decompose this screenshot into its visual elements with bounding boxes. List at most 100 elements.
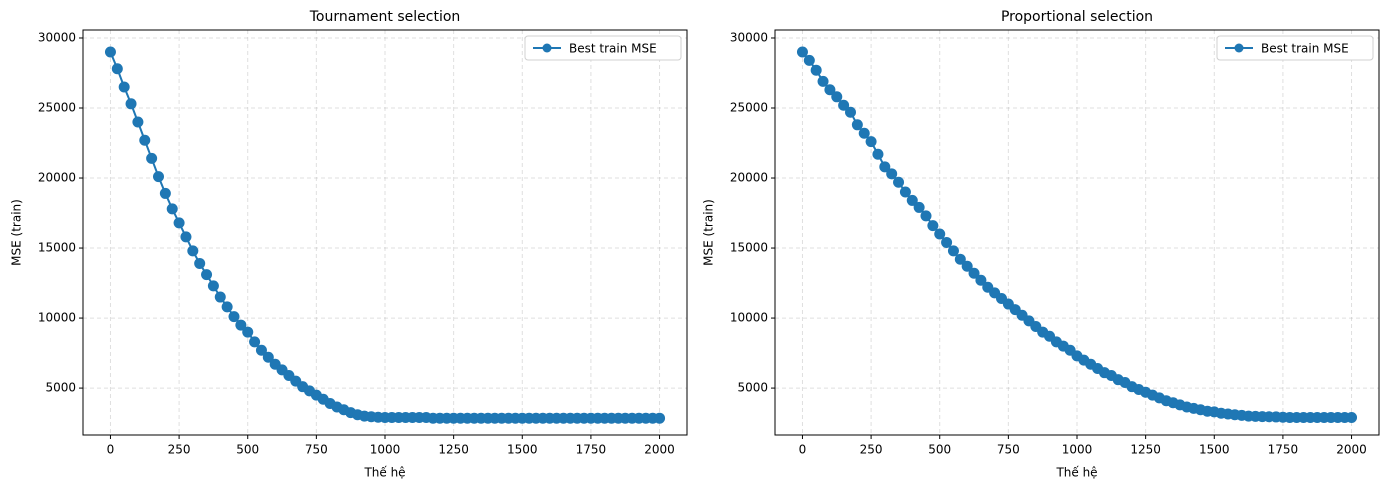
marker	[146, 152, 158, 164]
y-tick-label: 25000	[38, 101, 76, 115]
marker	[242, 326, 254, 338]
y-tick-label: 10000	[38, 311, 76, 325]
plot-frame	[774, 29, 1380, 436]
legend-label: Best train MSE	[1261, 42, 1349, 56]
x-tick-label: 0	[799, 443, 807, 457]
y-tick-label: 30000	[730, 30, 768, 44]
x-tick-label: 500	[928, 443, 951, 457]
marker	[810, 64, 822, 76]
legend-box	[1216, 35, 1374, 61]
x-tick-label: 1750	[1268, 443, 1299, 457]
marker	[111, 63, 123, 75]
marker	[262, 351, 274, 363]
marker	[851, 119, 863, 131]
marker	[920, 210, 932, 222]
marker	[228, 311, 240, 323]
marker	[968, 267, 980, 279]
marker	[166, 203, 178, 215]
marker	[180, 231, 192, 243]
marker	[845, 106, 856, 118]
marker	[947, 245, 959, 257]
marker	[118, 81, 130, 93]
y-axis-label: MSE (train)	[702, 199, 716, 266]
x-tick-label: 250	[860, 443, 883, 457]
x-tick-label: 1750	[576, 443, 607, 457]
marker	[838, 99, 850, 111]
marker	[187, 245, 199, 257]
marker	[249, 336, 261, 348]
marker	[1346, 411, 1358, 423]
y-tick-label: 20000	[38, 171, 76, 185]
y-tick-label: 15000	[730, 241, 768, 255]
marker	[886, 168, 898, 180]
x-tick-label: 750	[997, 443, 1020, 457]
chart: Proportional selection Thế hệ MSE (train) 0…	[702, 9, 1380, 480]
marker	[173, 217, 185, 229]
marker	[899, 186, 911, 198]
marker	[879, 161, 891, 173]
marker	[235, 319, 247, 331]
chart-title: Proportional selection	[1001, 9, 1153, 25]
marker	[214, 291, 226, 303]
x-tick-label: 250	[168, 443, 191, 457]
marker	[796, 46, 808, 58]
x-tick-label: 500	[236, 443, 259, 457]
y-tick-label: 30000	[38, 30, 76, 44]
marker	[858, 127, 870, 139]
x-tick-label: 2000	[644, 443, 675, 457]
x-tick-label: 2000	[1336, 443, 1367, 457]
x-tick-label: 1250	[1130, 443, 1161, 457]
marker	[132, 116, 144, 128]
plot-frame	[82, 29, 688, 436]
y-tick-label: 15000	[38, 241, 76, 255]
marker	[125, 98, 137, 110]
marker	[961, 260, 973, 272]
marker	[954, 253, 966, 265]
marker	[153, 171, 164, 183]
marker	[654, 412, 666, 424]
y-axis-label: MSE (train)	[10, 199, 24, 266]
marker	[803, 54, 815, 66]
marker	[139, 134, 151, 146]
y-tick-label: 5000	[737, 381, 768, 395]
x-tick-label: 1500	[507, 443, 538, 457]
legend-marker	[1234, 43, 1244, 53]
y-tick-label: 20000	[730, 171, 768, 185]
marker	[893, 176, 905, 188]
marker	[927, 220, 939, 232]
marker	[824, 84, 836, 96]
x-tick-label: 0	[107, 443, 115, 457]
marker	[934, 228, 946, 240]
marker	[159, 187, 171, 199]
chart: Tournament selection Thế hệ MSE (train) 0 25…	[10, 9, 688, 480]
marker	[221, 301, 233, 313]
marker	[865, 136, 877, 148]
legend-marker	[542, 43, 552, 53]
legend-label: Best train MSE	[569, 42, 657, 56]
marker	[975, 274, 987, 286]
legend-box	[524, 35, 682, 61]
x-axis-label: Thế hệ	[363, 466, 405, 480]
marker	[831, 91, 843, 103]
marker	[872, 148, 884, 160]
x-tick-label: 1000	[1062, 443, 1093, 457]
x-axis-label: Thế hệ	[1055, 466, 1097, 480]
marker	[207, 280, 219, 292]
x-tick-label: 1500	[1199, 443, 1230, 457]
x-tick-label: 1000	[370, 443, 401, 457]
marker	[201, 269, 213, 281]
marker	[194, 257, 206, 269]
x-tick-label: 750	[305, 443, 328, 457]
y-tick-label: 5000	[45, 381, 76, 395]
marker	[104, 46, 116, 58]
y-tick-label: 10000	[730, 311, 768, 325]
marker	[941, 236, 953, 248]
marker	[817, 75, 829, 87]
y-tick-label: 25000	[730, 101, 768, 115]
marker	[255, 344, 267, 356]
marker	[906, 194, 918, 206]
marker	[913, 201, 925, 213]
chart-title: Tournament selection	[309, 9, 461, 25]
x-tick-label: 1250	[438, 443, 469, 457]
